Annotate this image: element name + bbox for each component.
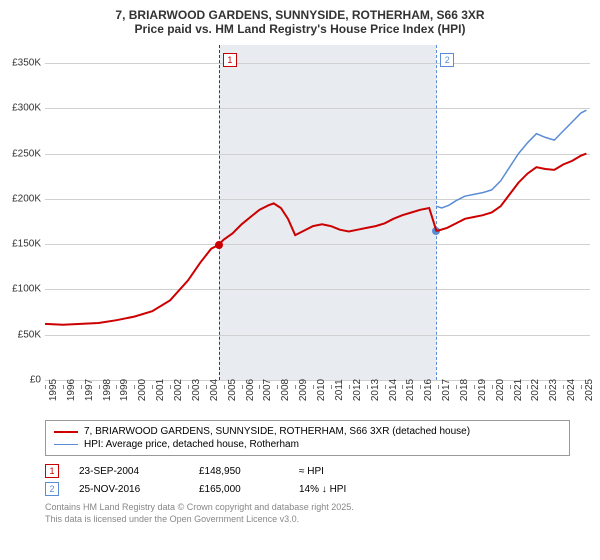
sales-marker-ref: 1 (45, 464, 59, 478)
sales-table: 1 23-SEP-2004 £148,950 ≈ HPI 2 25-NOV-2016 £16… (45, 462, 570, 498)
x-tick (474, 385, 475, 389)
x-axis-label: 2025 (584, 379, 595, 401)
x-tick (420, 385, 421, 389)
x-tick (116, 385, 117, 389)
y-axis-label: £200K (12, 193, 45, 204)
x-axis-label: 2022 (530, 379, 541, 401)
x-axis-label: 2001 (155, 379, 166, 401)
sales-price: £148,950 (199, 466, 279, 477)
x-axis-label: 2018 (459, 379, 470, 401)
y-axis-label: £150K (12, 239, 45, 250)
x-tick (81, 385, 82, 389)
sales-marker-ref: 2 (45, 482, 59, 496)
x-tick (259, 385, 260, 389)
x-axis-label: 2010 (316, 379, 327, 401)
y-axis-label: £100K (12, 284, 45, 295)
title-line-2: Price paid vs. HM Land Registry's House … (10, 22, 590, 36)
legend-label: 7, BRIARWOOD GARDENS, SUNNYSIDE, ROTHERH… (84, 426, 470, 437)
x-axis-label: 2016 (423, 379, 434, 401)
x-axis-label: 2002 (173, 379, 184, 401)
x-axis-label: 2021 (513, 379, 524, 401)
x-tick (99, 385, 100, 389)
x-axis-label: 2023 (548, 379, 559, 401)
x-tick (277, 385, 278, 389)
y-axis-label: £250K (12, 148, 45, 159)
x-tick (385, 385, 386, 389)
x-axis-label: 2009 (298, 379, 309, 401)
y-axis-label: £350K (12, 58, 45, 69)
sales-row: 2 25-NOV-2016 £165,000 14% ↓ HPI (45, 480, 570, 498)
x-axis-label: 1995 (48, 379, 59, 401)
x-tick (295, 385, 296, 389)
x-axis-label: 2004 (209, 379, 220, 401)
footer-line-2: This data is licensed under the Open Gov… (45, 514, 570, 526)
x-tick (313, 385, 314, 389)
x-axis-label: 2003 (191, 379, 202, 401)
x-axis-label: 1997 (84, 379, 95, 401)
x-axis-label: 2019 (477, 379, 488, 401)
x-tick (402, 385, 403, 389)
x-tick (456, 385, 457, 389)
x-tick (527, 385, 528, 389)
x-axis-label: 2006 (245, 379, 256, 401)
x-axis-label: 2013 (370, 379, 381, 401)
x-axis-label: 2015 (405, 379, 416, 401)
x-axis-label: 2014 (388, 379, 399, 401)
title-line-1: 7, BRIARWOOD GARDENS, SUNNYSIDE, ROTHERH… (10, 8, 590, 22)
x-axis-label: 2000 (137, 379, 148, 401)
x-axis-label: 1996 (66, 379, 77, 401)
x-tick (367, 385, 368, 389)
x-tick (581, 385, 582, 389)
y-axis-label: £50K (18, 329, 45, 340)
x-axis-label: 2005 (227, 379, 238, 401)
x-tick (224, 385, 225, 389)
x-axis-label: 2020 (495, 379, 506, 401)
x-axis: 1995199619971998199920002001200220032004… (45, 385, 590, 415)
x-tick (349, 385, 350, 389)
legend-swatch (54, 444, 78, 446)
chart-title-block: 7, BRIARWOOD GARDENS, SUNNYSIDE, ROTHERH… (0, 0, 600, 40)
footer-line-1: Contains HM Land Registry data © Crown c… (45, 502, 570, 514)
sales-date: 25-NOV-2016 (79, 484, 179, 495)
series-svg (45, 45, 590, 380)
x-tick (510, 385, 511, 389)
x-tick (152, 385, 153, 389)
x-axis-label: 2011 (334, 379, 345, 401)
legend-swatch (54, 431, 78, 433)
x-axis-label: 2024 (566, 379, 577, 401)
x-axis-label: 1999 (119, 379, 130, 401)
series-red (45, 154, 586, 325)
sales-price: £165,000 (199, 484, 279, 495)
chart-plot-area: £0£50K£100K£150K£200K£250K£300K£350K12 (45, 45, 590, 380)
x-axis-label: 2007 (262, 379, 273, 401)
legend-label: HPI: Average price, detached house, Roth… (84, 439, 299, 450)
sales-date: 23-SEP-2004 (79, 466, 179, 477)
x-axis-label: 1998 (102, 379, 113, 401)
legend-row: HPI: Average price, detached house, Roth… (54, 438, 561, 451)
x-axis-label: 2017 (441, 379, 452, 401)
x-tick (170, 385, 171, 389)
footer-attribution: Contains HM Land Registry data © Crown c… (45, 502, 570, 525)
x-tick (63, 385, 64, 389)
x-tick (134, 385, 135, 389)
legend-row: 7, BRIARWOOD GARDENS, SUNNYSIDE, ROTHERH… (54, 425, 561, 438)
x-tick (438, 385, 439, 389)
x-tick (242, 385, 243, 389)
y-axis-label: £0 (30, 375, 45, 386)
sales-row: 1 23-SEP-2004 £148,950 ≈ HPI (45, 462, 570, 480)
x-tick (545, 385, 546, 389)
x-axis-label: 2012 (352, 379, 363, 401)
x-tick (563, 385, 564, 389)
sales-hpi: 14% ↓ HPI (299, 484, 379, 495)
x-axis-label: 2008 (280, 379, 291, 401)
x-tick (331, 385, 332, 389)
sales-hpi: ≈ HPI (299, 466, 379, 477)
x-tick (45, 385, 46, 389)
x-tick (188, 385, 189, 389)
x-tick (206, 385, 207, 389)
x-tick (492, 385, 493, 389)
legend-box: 7, BRIARWOOD GARDENS, SUNNYSIDE, ROTHERH… (45, 420, 570, 456)
y-axis-label: £300K (12, 103, 45, 114)
